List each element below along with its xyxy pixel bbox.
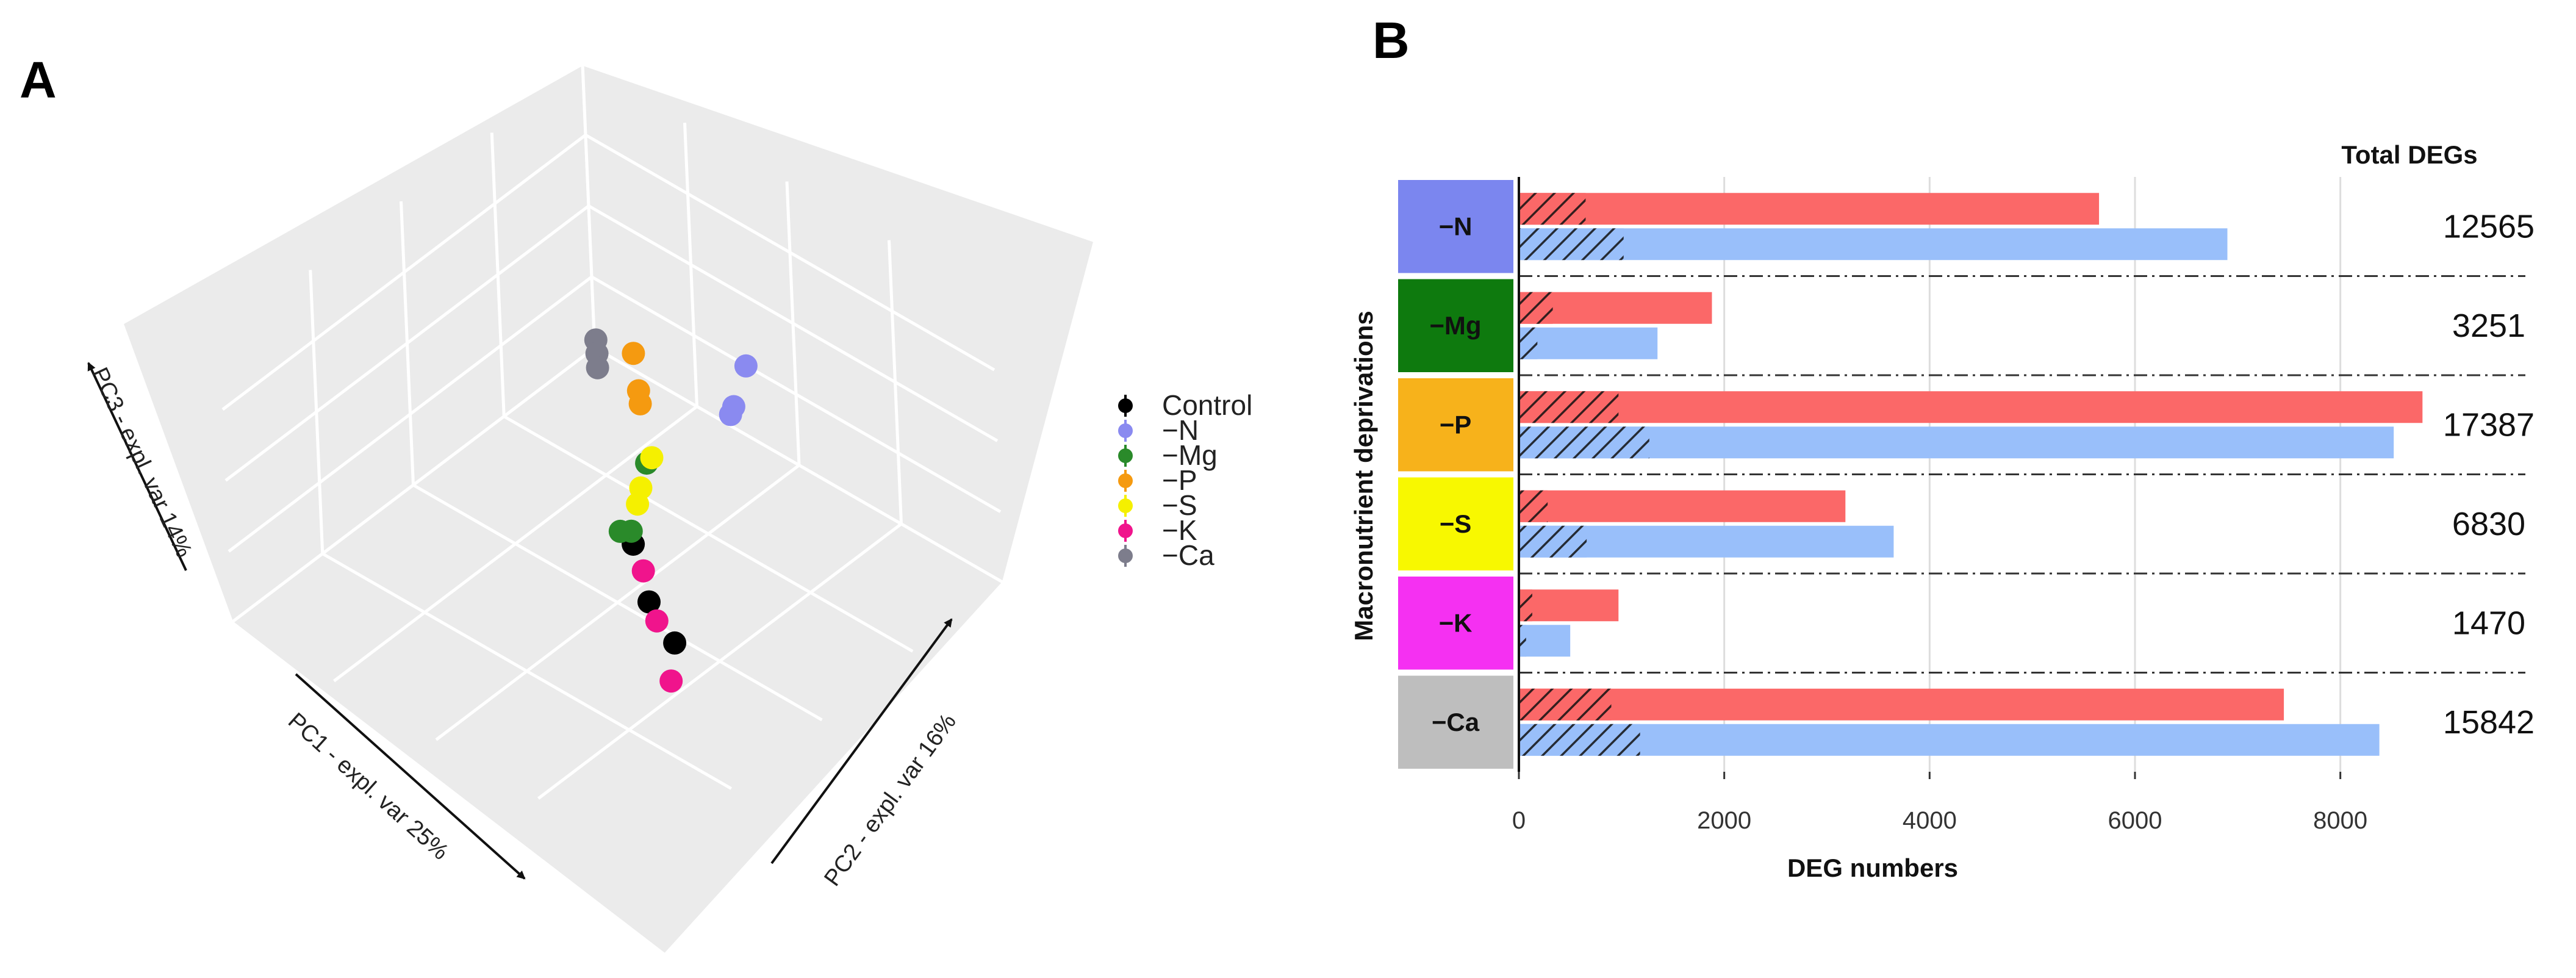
up-hatched-bar: [1519, 589, 1532, 622]
down-bar: [1519, 228, 2228, 261]
down-hatched-bar: [1519, 426, 1649, 459]
pca-gridline: [587, 204, 999, 442]
legend-label: Control: [1162, 389, 1252, 421]
pca-grid: [221, 123, 1002, 800]
panel-letter-a: A: [20, 51, 57, 109]
category-box: [1396, 574, 1516, 672]
pca-point: [628, 392, 652, 415]
pca-point: [631, 559, 655, 583]
down-hatched-bar: [1519, 525, 1587, 558]
pc1-axis-arrow: [295, 673, 526, 880]
pca-gridline: [537, 522, 903, 800]
total-values: 12565 3251 17387 6830 1470 15842: [2443, 208, 2535, 741]
pca-gridline: [435, 464, 800, 741]
pca-point: [622, 342, 645, 365]
down-hatched-bar: [1519, 327, 1538, 359]
up-bar: [1519, 688, 2284, 721]
pca-point: [608, 519, 632, 543]
x-tick-label: 2000: [1697, 807, 1751, 834]
pca-legend: Control−N−Mg−P−S−K−Ca: [1118, 389, 1252, 571]
pc2-axis-arrow: [770, 618, 953, 865]
up-hatched-bar: [1519, 688, 1612, 721]
x-tick-label: 4000: [1903, 807, 1957, 834]
legend-label: −Mg: [1162, 439, 1218, 471]
panel-b-deg-bars: B Total DEGs −N −Mg −P −S −K −Ca 12565 3251 173…: [1349, 12, 2535, 882]
category-label: −Mg: [1429, 311, 1481, 340]
total-value: 3251: [2452, 307, 2525, 344]
category-box: [1396, 673, 1516, 771]
pca-point: [640, 446, 664, 470]
down-hatched-bar: [1519, 724, 1640, 756]
up-hatched-bar: [1519, 490, 1548, 522]
pca-point: [734, 354, 758, 378]
down-hatched-bar: [1519, 625, 1526, 657]
pca-point: [645, 609, 669, 633]
pca-gridline: [309, 270, 325, 554]
panel-letter-b: B: [1372, 12, 1410, 69]
down-hatched-bar: [1519, 228, 1624, 261]
category-label: −K: [1439, 608, 1473, 637]
category-box: [1396, 178, 1516, 276]
pca-floor: [229, 346, 1006, 957]
pca-point: [663, 631, 687, 655]
down-bar: [1519, 724, 2380, 756]
x-tick-label: 8000: [2313, 807, 2367, 834]
category-box: [1396, 376, 1516, 474]
total-value: 15842: [2443, 704, 2535, 741]
pca-point: [659, 669, 683, 693]
up-hatched-bar: [1519, 391, 1619, 423]
category-label: −S: [1440, 509, 1472, 538]
legend-label: −S: [1162, 489, 1197, 521]
deg-bars: [1519, 193, 2423, 756]
legend-label: −K: [1162, 514, 1197, 546]
category-label: −N: [1439, 212, 1473, 240]
down-bar: [1519, 625, 1571, 657]
pc3-axis-arrow: [87, 362, 187, 571]
up-bar: [1519, 589, 1619, 622]
category-box: [1396, 475, 1516, 573]
down-bar: [1519, 426, 2394, 459]
total-degs-header: Total DEGs: [2341, 140, 2477, 169]
pca-gridline: [584, 134, 996, 372]
up-hatched-bar: [1519, 193, 1586, 225]
category-box: [1396, 276, 1516, 375]
row-separators: [1519, 275, 2525, 674]
up-bar: [1519, 193, 2100, 225]
x-tick-label: 0: [1512, 807, 1526, 834]
pca-point: [719, 403, 742, 426]
legend-label: −Ca: [1162, 539, 1214, 571]
up-bar: [1519, 391, 2423, 423]
total-value: 17387: [2443, 406, 2535, 443]
pca-gridline: [221, 134, 587, 411]
up-bar: [1519, 490, 1846, 522]
up-hatched-bar: [1519, 292, 1553, 324]
y-axis-label: Macronutrient deprivations: [1349, 311, 1378, 641]
x-axis-ticks: 0 2000 4000 6000 8000: [1512, 772, 2367, 834]
panel-a-pca-3d: A PC3 - expl. var 14% PC1 - expl. var 25…: [20, 51, 1252, 957]
x-tick-label: 6000: [2108, 807, 2162, 834]
pca-gridline: [321, 552, 732, 790]
total-value: 12565: [2443, 208, 2535, 245]
total-value: 6830: [2452, 506, 2525, 542]
pca-points: [584, 328, 758, 693]
category-label: −Ca: [1432, 708, 1480, 736]
pca-point: [586, 356, 609, 379]
category-boxes: −N −Mg −P −S −K −Ca: [1396, 178, 1516, 771]
total-value: 1470: [2452, 605, 2525, 641]
legend-label: −P: [1162, 464, 1197, 496]
pca-gridline: [224, 204, 590, 482]
pca-gridline: [888, 240, 903, 524]
x-axis-label: DEG numbers: [1787, 854, 1958, 882]
legend-label: −N: [1162, 414, 1199, 446]
pca-point: [637, 590, 661, 614]
category-label: −P: [1440, 410, 1472, 439]
down-bar: [1519, 327, 1658, 359]
pca-point: [626, 492, 650, 516]
